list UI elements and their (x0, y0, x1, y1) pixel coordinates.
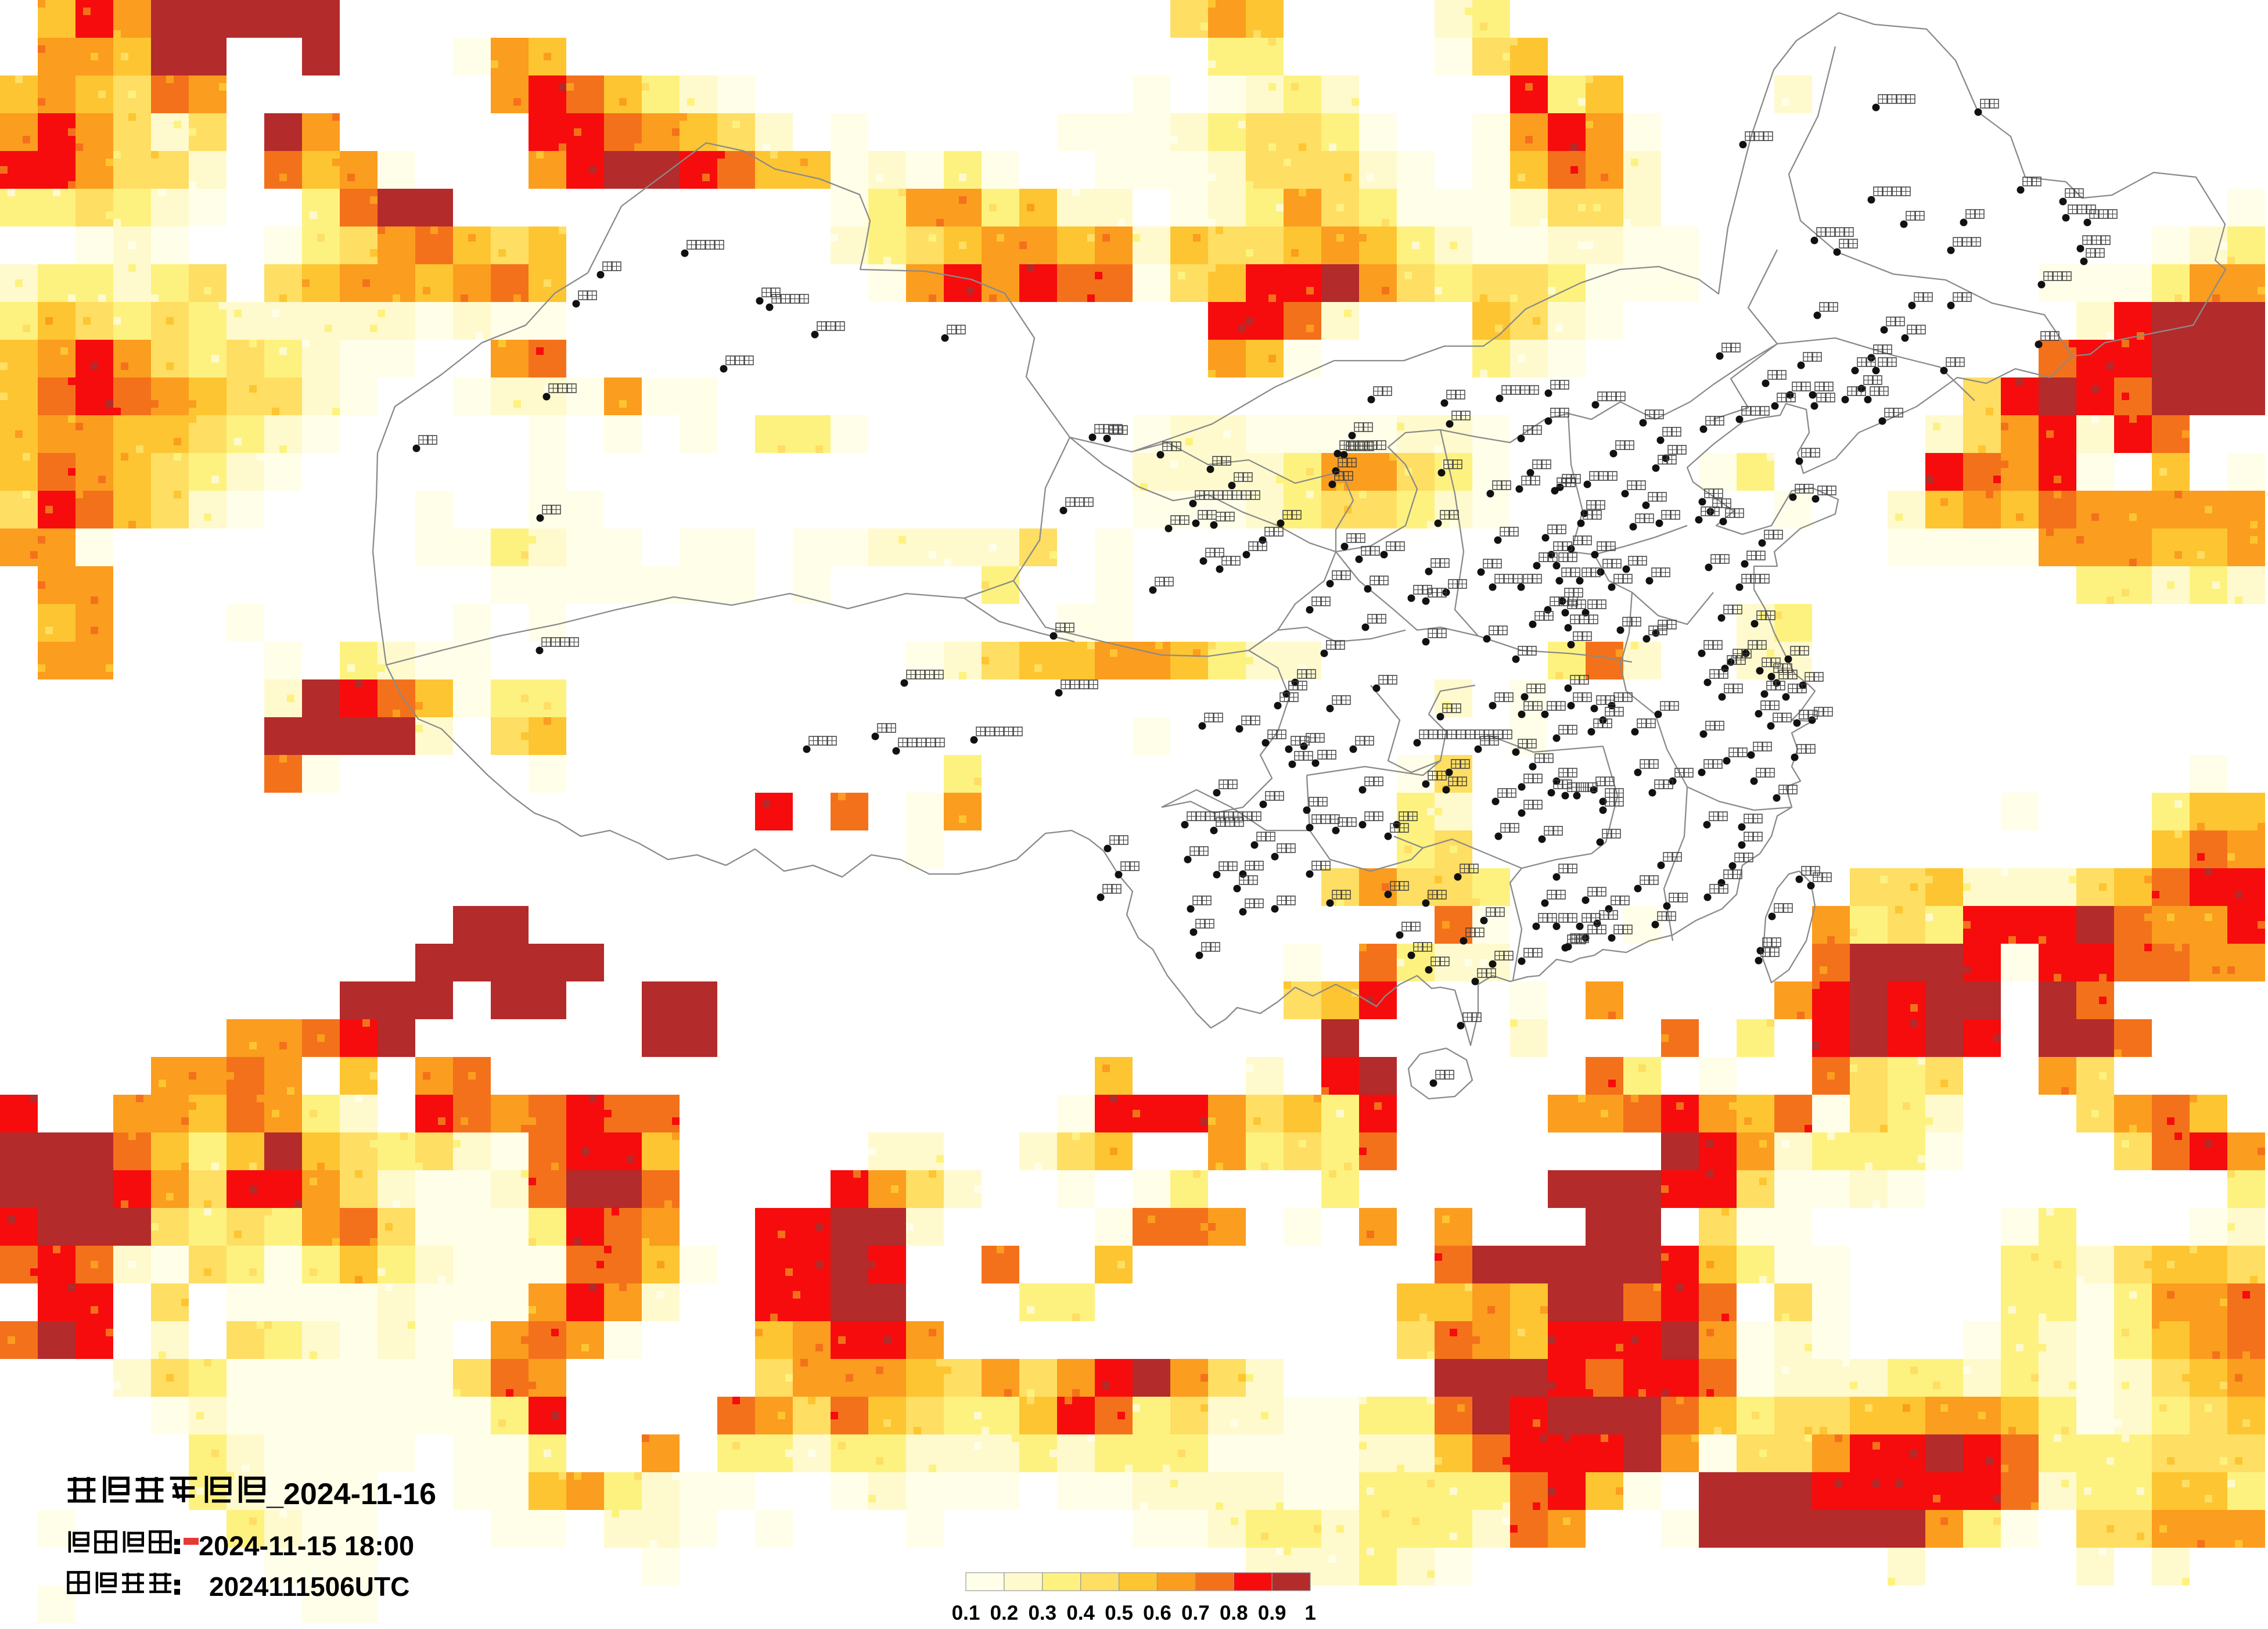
svg-text:1: 1 (1304, 1602, 1315, 1624)
svg-text:0.7: 0.7 (1181, 1602, 1210, 1624)
svg-text:0.9: 0.9 (1258, 1602, 1286, 1624)
svg-text:0.6: 0.6 (1143, 1602, 1171, 1624)
svg-text:0.5: 0.5 (1105, 1602, 1133, 1624)
svg-text:0.1: 0.1 (952, 1602, 980, 1624)
svg-text:0.2: 0.2 (990, 1602, 1019, 1624)
svg-text:_2024-11-16: _2024-11-16 (266, 1477, 436, 1511)
svg-text:2024111506UTC: 2024111506UTC (209, 1572, 409, 1602)
svg-text:2024-11-15 18:00: 2024-11-15 18:00 (199, 1530, 414, 1561)
svg-text:0.4: 0.4 (1066, 1602, 1095, 1624)
svg-text:0.8: 0.8 (1220, 1602, 1248, 1624)
svg-text:0.3: 0.3 (1028, 1602, 1056, 1624)
